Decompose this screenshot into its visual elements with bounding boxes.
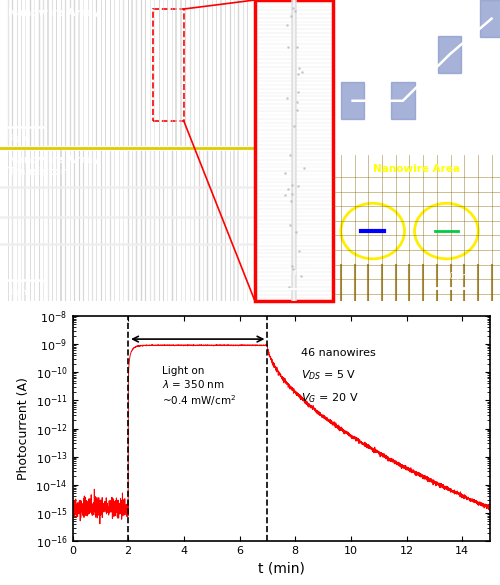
Text: 40 nm: 40 nm xyxy=(282,268,306,277)
Text: +: + xyxy=(387,132,395,142)
Text: +: + xyxy=(342,132,350,142)
Text: Nanowire Array
Transistor: Nanowire Array Transistor xyxy=(8,155,99,177)
Text: Light on
$\lambda$ = 350 nm
~0.4 mW/cm$^2$: Light on $\lambda$ = 350 nm ~0.4 mW/cm$^… xyxy=(162,366,236,408)
Text: Nanowire Area: Nanowire Area xyxy=(373,164,460,174)
Text: Nanowire Array: Nanowire Array xyxy=(8,8,99,18)
Bar xyxy=(153,9,184,121)
Bar xyxy=(341,82,364,119)
Y-axis label: Photocurrent (A): Photocurrent (A) xyxy=(17,377,30,480)
Text: 100 μm: 100 μm xyxy=(440,272,470,281)
Bar xyxy=(438,36,462,73)
Bar xyxy=(480,0,500,37)
Text: +: + xyxy=(432,132,440,142)
Text: 3 μm: 3 μm xyxy=(8,288,29,297)
Text: $V_{DS}$ = 5 V: $V_{DS}$ = 5 V xyxy=(300,368,356,382)
Text: 3 μm: 3 μm xyxy=(8,134,29,143)
Text: 46 nanowires: 46 nanowires xyxy=(300,347,376,357)
X-axis label: t (min): t (min) xyxy=(258,562,304,576)
Text: $V_G$ = 20 V: $V_G$ = 20 V xyxy=(300,391,358,405)
Bar xyxy=(391,82,414,119)
Text: Nanowire Array
Photodetector: Nanowire Array Photodetector xyxy=(338,5,423,26)
Text: +: + xyxy=(488,80,496,90)
Text: +: + xyxy=(476,132,484,142)
